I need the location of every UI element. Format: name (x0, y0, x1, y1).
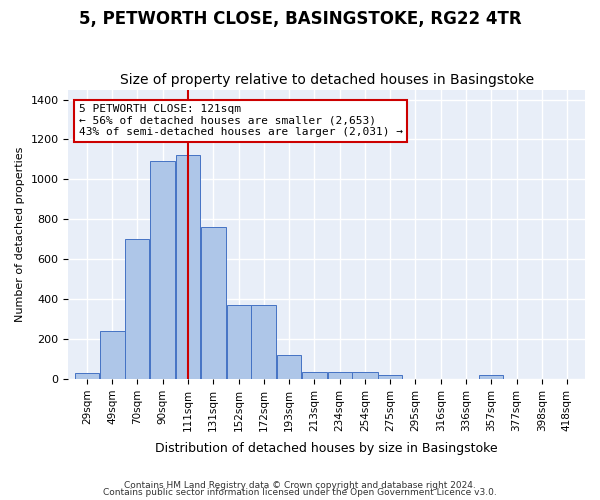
Bar (227, 305, 251, 379)
Bar (75, 373, 99, 379)
Bar (277, 355, 301, 379)
Text: Contains public sector information licensed under the Open Government Licence v3: Contains public sector information licen… (103, 488, 497, 497)
Bar (125, 240, 149, 379)
Title: Size of property relative to detached houses in Basingstoke: Size of property relative to detached ho… (119, 73, 534, 87)
Text: Contains HM Land Registry data © Crown copyright and database right 2024.: Contains HM Land Registry data © Crown c… (124, 480, 476, 490)
Bar (200, 228, 226, 379)
Text: 5 PETWORTH CLOSE: 121sqm
← 56% of detached houses are smaller (2,653)
43% of sem: 5 PETWORTH CLOSE: 121sqm ← 56% of detach… (79, 104, 403, 137)
Y-axis label: Number of detached properties: Number of detached properties (15, 146, 25, 322)
Bar (176, 156, 200, 379)
Text: 5, PETWORTH CLOSE, BASINGSTOKE, RG22 4TR: 5, PETWORTH CLOSE, BASINGSTOKE, RG22 4TR (79, 10, 521, 28)
Bar (328, 372, 352, 379)
X-axis label: Distribution of detached houses by size in Basingstoke: Distribution of detached houses by size … (155, 442, 498, 455)
Bar (150, 162, 175, 379)
Bar (479, 376, 503, 379)
Bar (378, 375, 402, 379)
Bar (251, 305, 277, 379)
Bar (100, 331, 125, 379)
Bar (352, 372, 377, 379)
Bar (302, 372, 327, 379)
